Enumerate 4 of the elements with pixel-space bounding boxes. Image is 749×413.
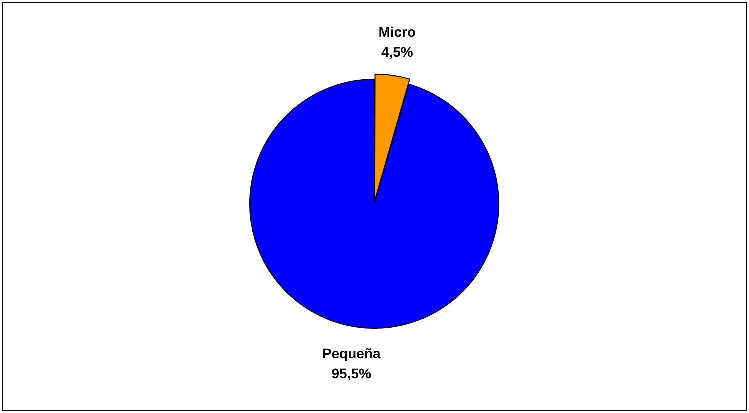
slice-label: Pequeña [322,346,381,362]
data-label: 95,5% [332,366,372,382]
data-label: 4,5% [381,44,414,60]
slice-label: Micro [378,24,416,40]
